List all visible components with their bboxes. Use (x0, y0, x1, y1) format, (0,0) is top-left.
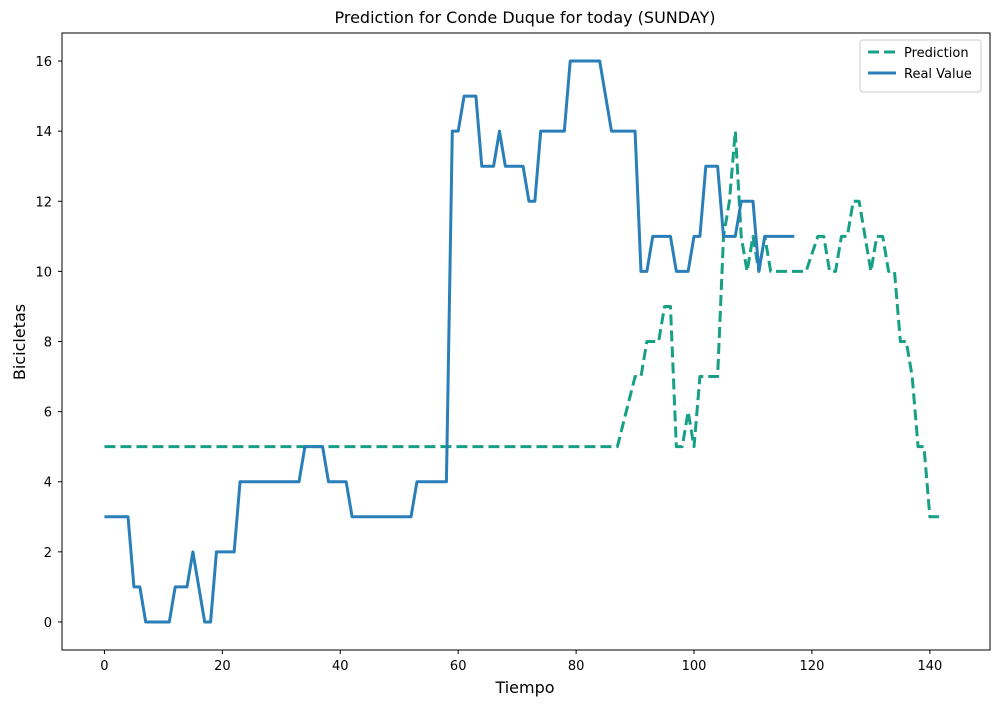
x-tick-label: 120 (800, 659, 825, 674)
x-tick-label: 100 (682, 659, 707, 674)
legend-label: Prediction (904, 46, 969, 61)
x-axis-title: Tiempo (494, 678, 554, 697)
y-tick-label: 10 (35, 265, 52, 280)
y-tick-label: 4 (44, 476, 52, 491)
series-line-1 (104, 129, 942, 519)
y-tick-label: 12 (35, 195, 52, 210)
x-tick-label: 40 (332, 659, 349, 674)
legend-label: Real Value (904, 67, 972, 82)
x-axis: 0 20 40 60 80 100 120 140 (100, 650, 942, 674)
x-tick-label: 60 (450, 659, 467, 674)
y-tick-label: 2 (44, 546, 52, 561)
x-tick-label: 80 (568, 659, 585, 674)
chart-title: Prediction for Conde Duque for today (SU… (334, 8, 715, 27)
y-tick-label: 16 (35, 55, 52, 70)
y-axis: 0 2 4 6 8 10 12 14 16 (35, 55, 62, 631)
plot-area (104, 59, 942, 624)
y-tick-label: 6 (44, 406, 52, 421)
x-tick-label: 140 (917, 659, 942, 674)
legend: Prediction Real Value (859, 39, 982, 93)
x-tick-label: 20 (214, 659, 231, 674)
y-tick-label: 14 (35, 125, 52, 140)
y-axis-title: Bicicletas (10, 304, 29, 380)
y-tick-label: 8 (44, 336, 52, 351)
series-line-2 (104, 59, 795, 624)
y-tick-label: 0 (44, 616, 52, 631)
x-tick-label: 0 (100, 659, 108, 674)
